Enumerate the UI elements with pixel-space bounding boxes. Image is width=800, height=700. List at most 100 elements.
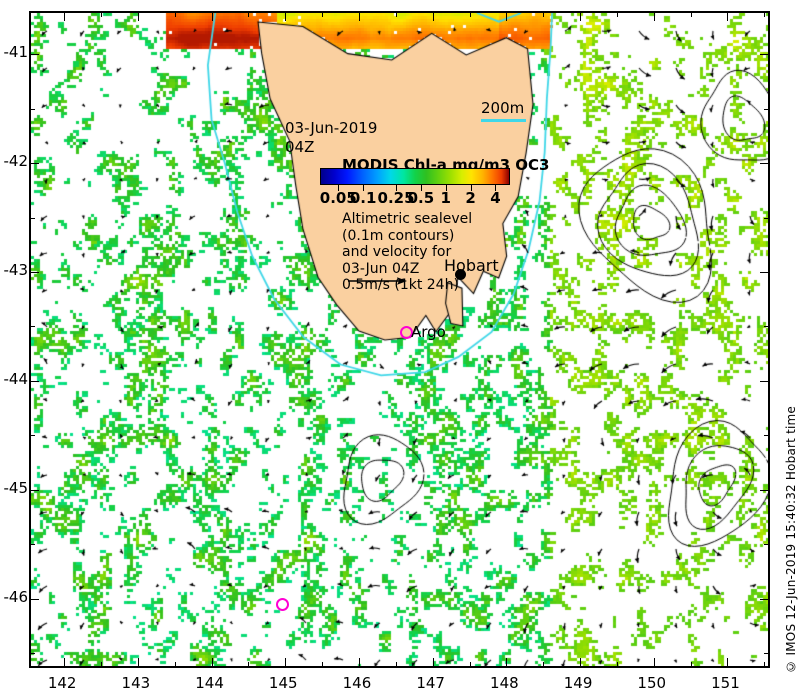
x-tick-top xyxy=(432,13,434,21)
x-tick-top xyxy=(174,13,176,17)
y-tick-left xyxy=(31,108,35,110)
x-axis-tick-label: 145 xyxy=(268,674,298,692)
x-tick-top xyxy=(727,13,729,21)
x-axis-tick-label: 151 xyxy=(711,674,740,692)
x-axis-tick-label: 149 xyxy=(563,674,593,692)
x-tick-top xyxy=(580,13,582,21)
x-axis-tick-label: 148 xyxy=(490,674,519,692)
x-tick-bottom xyxy=(469,662,471,666)
argo-float-marker-2[interactable] xyxy=(276,598,289,611)
x-tick-bottom xyxy=(543,662,545,666)
colorbar-tick xyxy=(338,185,340,191)
x-tick-bottom xyxy=(64,658,66,666)
x-tick-bottom xyxy=(506,658,508,666)
argo-label: Argo xyxy=(411,323,446,341)
colorbar-tick xyxy=(445,185,447,191)
city-label-hobart: Hobart xyxy=(444,256,499,275)
x-tick-top xyxy=(101,13,102,17)
depth-contour-label: 200m xyxy=(481,99,525,117)
colorbar-tick-label: 0.05 xyxy=(319,189,357,207)
x-tick-bottom xyxy=(764,662,766,666)
y-tick-left xyxy=(31,326,35,328)
y-axis-tick-label: -43 xyxy=(3,261,29,280)
x-axis-tick-label: 143 xyxy=(121,674,151,692)
x-tick-bottom xyxy=(358,658,360,666)
chlorophyll-map-canvas xyxy=(31,13,768,666)
x-tick-top xyxy=(543,13,545,17)
x-axis-tick-label: 150 xyxy=(637,674,667,692)
x-tick-bottom xyxy=(174,662,176,666)
x-tick-bottom xyxy=(653,658,655,666)
altimetry-note: Altimetric sealevel (0.1m contours) and … xyxy=(342,211,473,293)
attribution-text: © IMOS 12-Jun-2019 15:40:32 Hobart time xyxy=(784,406,798,674)
x-tick-top xyxy=(395,13,397,17)
colorbar-tick-label: 0.25 xyxy=(377,189,415,207)
x-tick-top xyxy=(690,13,692,17)
y-tick-right xyxy=(760,380,768,382)
y-tick-left xyxy=(31,598,39,600)
x-tick-top xyxy=(616,13,618,17)
colorbar-tick-label: 0.1 xyxy=(349,189,377,207)
y-tick-right xyxy=(760,54,768,56)
x-tick-bottom xyxy=(432,658,434,666)
x-tick-bottom xyxy=(727,658,729,666)
x-axis-tick-label: 146 xyxy=(342,674,372,692)
colorbar-tick-label: 0.5 xyxy=(407,189,435,207)
x-tick-top xyxy=(653,13,655,21)
x-tick-bottom xyxy=(395,662,397,666)
argo-float-marker-1[interactable] xyxy=(400,326,413,339)
y-tick-left xyxy=(31,544,35,546)
city-marker-hobart xyxy=(455,269,466,280)
x-tick-top xyxy=(322,13,324,17)
y-tick-right xyxy=(764,217,768,219)
x-tick-bottom xyxy=(101,662,102,666)
y-tick-right xyxy=(760,163,768,165)
x-tick-top xyxy=(469,13,471,17)
colorbar-tick-label: 2 xyxy=(465,189,476,207)
y-tick-right xyxy=(764,544,768,546)
colorbar-tick xyxy=(396,185,398,191)
x-axis-tick-label: 144 xyxy=(195,674,224,692)
x-axis-tick-label: 147 xyxy=(416,674,445,692)
y-tick-left xyxy=(31,217,35,219)
x-tick-top xyxy=(764,13,766,17)
y-tick-right xyxy=(764,435,768,437)
y-tick-right xyxy=(764,652,768,654)
x-tick-bottom xyxy=(137,658,139,666)
y-tick-left xyxy=(31,54,39,56)
y-tick-right xyxy=(760,489,768,491)
x-tick-top xyxy=(285,13,287,21)
y-axis-tick-label: -46 xyxy=(3,587,29,606)
y-tick-left xyxy=(31,380,39,382)
x-tick-top xyxy=(64,13,66,21)
map-plot-area[interactable]: 03-Jun-2019 04Z MODIS Chl-a mg/m3 OC3 0.… xyxy=(29,11,770,668)
chlorophyll-colorbar xyxy=(320,168,510,185)
y-tick-left xyxy=(31,489,39,491)
y-tick-left xyxy=(31,435,35,437)
y-tick-left xyxy=(31,163,39,165)
y-axis-tick-label: -44 xyxy=(3,369,29,388)
colorbar-tick-label: 4 xyxy=(490,189,501,207)
x-tick-bottom xyxy=(248,662,250,666)
x-tick-top xyxy=(358,13,360,21)
y-axis-tick-label: -42 xyxy=(3,152,29,171)
velocity-scale-arrow xyxy=(348,277,407,285)
x-tick-top xyxy=(211,13,213,21)
x-axis-tick-label: 142 xyxy=(47,674,77,692)
colorbar-tick xyxy=(470,185,472,191)
y-axis-tick-label: -45 xyxy=(3,478,29,497)
x-tick-top xyxy=(506,13,508,21)
y-tick-right xyxy=(760,598,768,600)
x-tick-bottom xyxy=(322,662,324,666)
y-tick-left xyxy=(31,652,35,654)
y-tick-right xyxy=(764,108,768,110)
x-tick-top xyxy=(248,13,250,17)
colorbar-tick-label: 1 xyxy=(440,189,451,207)
x-tick-top xyxy=(137,13,139,21)
y-tick-right xyxy=(760,272,768,274)
x-tick-bottom xyxy=(211,658,213,666)
x-tick-bottom xyxy=(616,662,618,666)
colorbar-tick xyxy=(363,185,365,191)
colorbar-tick xyxy=(495,185,497,191)
